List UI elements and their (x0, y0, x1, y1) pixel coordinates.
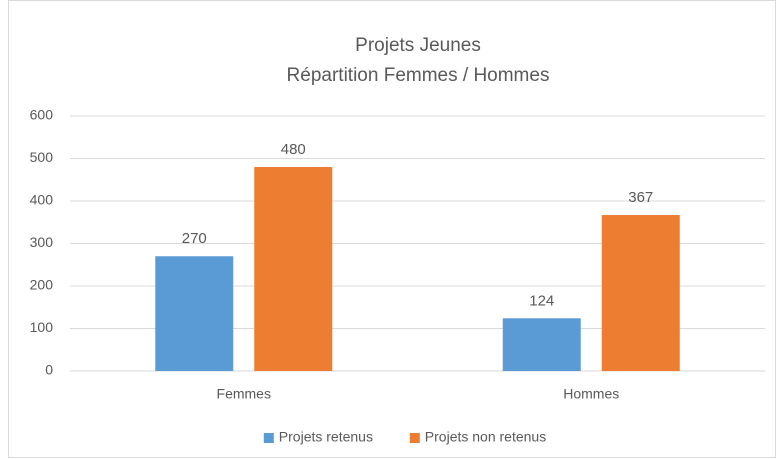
legend-label: Projets retenus (279, 429, 373, 445)
chart-subtitle: Répartition Femmes / Hommes (287, 65, 550, 86)
bar (155, 256, 234, 371)
legend-swatch (263, 433, 274, 443)
y-tick-label: 0 (45, 362, 53, 378)
y-tick-label: 400 (30, 192, 54, 208)
x-tick-label: Hommes (563, 386, 619, 402)
x-tick-label: Femmes (217, 386, 271, 402)
data-label: 124 (529, 292, 554, 309)
data-label: 270 (182, 230, 207, 247)
legend-swatch (409, 433, 420, 443)
chart-title: Projets Jeunes (355, 35, 481, 56)
bar (254, 167, 333, 371)
data-label: 480 (281, 141, 306, 158)
y-tick-label: 200 (30, 277, 54, 293)
bar (502, 318, 581, 371)
legend-label: Projets non retenus (425, 429, 546, 445)
y-tick-label: 600 (30, 107, 54, 123)
y-tick-label: 500 (30, 149, 54, 165)
y-tick-label: 300 (30, 234, 54, 250)
data-label: 367 (628, 189, 653, 206)
bar (601, 215, 680, 371)
y-tick-label: 100 (30, 319, 54, 335)
